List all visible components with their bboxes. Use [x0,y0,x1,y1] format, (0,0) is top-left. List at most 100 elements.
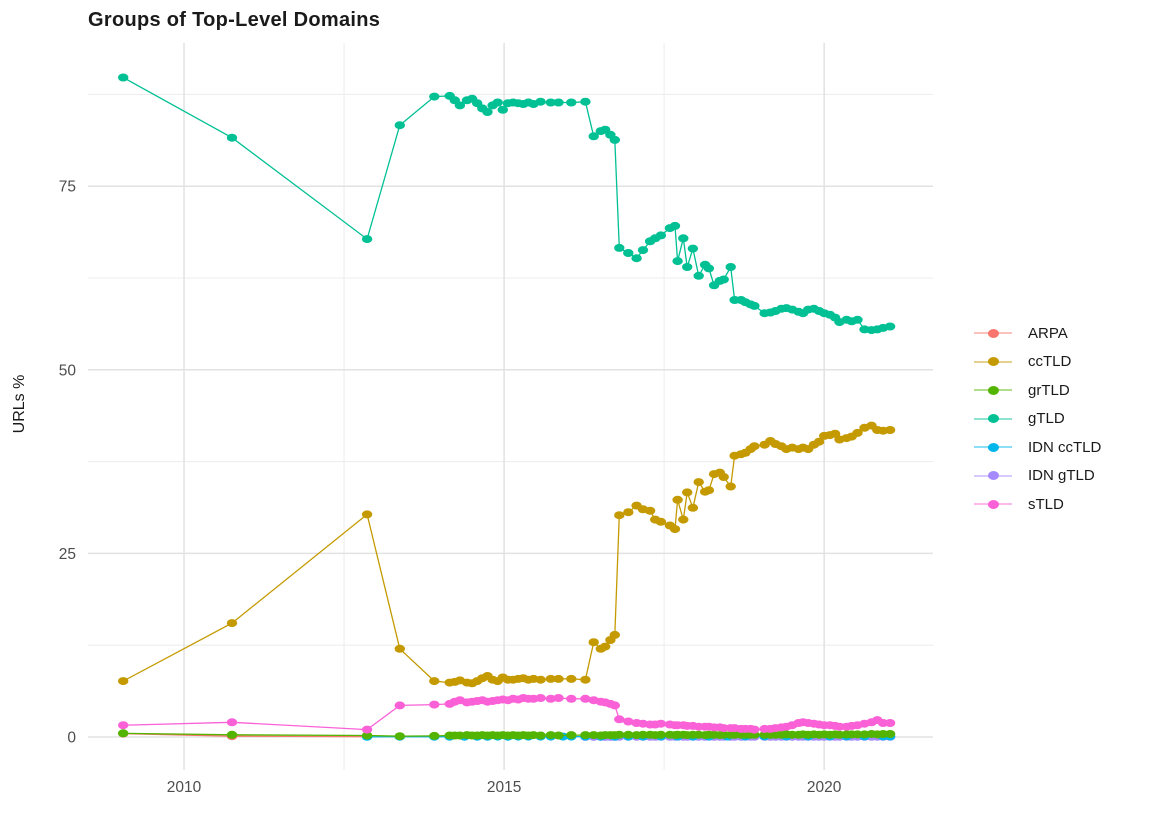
data-point-cctld [535,676,545,684]
data-point-grtld [429,732,439,740]
data-point-gtld [535,98,545,106]
legend-item-label: ARPA [1028,325,1068,342]
data-point-gtld [614,244,624,252]
legend-key-icon [974,410,1012,428]
data-point-cctld [694,478,704,486]
legend-key-icon [974,324,1012,342]
legend-item-label: grTLD [1028,382,1070,399]
data-point-cctld [614,511,624,519]
data-point-grtld [535,732,545,740]
data-point-stld [656,720,666,728]
data-point-cctld [227,619,237,627]
data-point-cctld [623,508,633,516]
data-point-gtld [852,316,862,324]
y-tick-label: 0 [67,729,76,746]
y-tick-label: 25 [59,546,76,563]
legend-item-grtld: grTLD [974,376,1101,405]
data-point-cctld [566,675,576,683]
data-point-gtld [704,264,714,272]
data-point-cctld [395,645,405,653]
y-tick-label: 50 [59,362,77,379]
data-point-cctld [670,525,680,533]
legend-dot-swatch [988,414,999,423]
data-point-stld [566,695,576,703]
data-point-cctld [704,486,714,494]
x-tick-label: 2010 [167,779,202,796]
data-point-gtld [610,136,620,144]
data-point-cctld [726,483,736,491]
data-point-stld [429,701,439,709]
data-point-stld [553,694,563,702]
data-point-gtld [362,235,372,243]
data-point-gtld [885,323,895,331]
legend-item-idn-cctld: IDN ccTLD [974,433,1101,462]
legend-item-label: IDN ccTLD [1028,439,1101,456]
data-point-grtld [395,732,405,740]
data-point-cctld [118,677,128,685]
legend-item-cctld: ccTLD [974,348,1101,377]
legend: ARPA ccTLD grTLD gTLD IDN ccTLD IDN gTLD sTLD [974,319,1101,519]
data-point-cctld [672,496,682,504]
gridlines-minor [88,43,933,770]
data-point-stld [227,718,237,726]
legend-item-label: sTLD [1028,496,1064,513]
data-point-cctld [656,518,666,526]
chart-title: Groups of Top-Level Domains [88,9,380,31]
data-point-gtld [726,263,736,271]
series-layer [118,74,895,741]
legend-dot-swatch [988,471,999,480]
data-point-gtld [670,222,680,230]
legend-dot-swatch [988,500,999,509]
legend-item-stld: sTLD [974,490,1101,519]
data-point-grtld [227,731,237,739]
legend-item-label: ccTLD [1028,353,1071,370]
data-point-gtld [227,134,237,142]
data-point-gtld [688,245,698,253]
data-point-cctld [678,516,688,524]
data-point-gtld [553,99,563,107]
legend-key-icon [974,467,1012,485]
data-point-gtld [623,249,633,257]
data-point-cctld [362,510,372,518]
data-point-grtld [656,731,666,739]
data-point-cctld [645,507,655,515]
data-point-gtld [749,302,759,310]
data-point-grtld [885,730,895,738]
data-point-grtld [118,729,128,737]
data-point-gtld [682,263,692,271]
data-point-stld [362,726,372,734]
gridlines-major [88,43,933,770]
legend-item-gtld: gTLD [974,405,1101,434]
data-point-cctld [589,638,599,646]
data-point-cctld [610,631,620,639]
data-point-gtld [118,74,128,82]
data-point-gtld [566,99,576,107]
data-point-cctld [749,442,759,450]
legend-key-icon [974,353,1012,371]
data-point-gtld [694,272,704,280]
data-point-stld [118,721,128,729]
data-point-cctld [688,504,698,512]
legend-item-label: IDN gTLD [1028,467,1095,484]
legend-dot-swatch [988,357,999,366]
data-point-cctld [429,677,439,685]
series-line-gtld [123,78,890,331]
data-point-cctld [580,676,590,684]
data-point-grtld [553,732,563,740]
legend-key-icon [974,495,1012,513]
data-point-gtld [429,93,439,101]
data-point-cctld [719,473,729,481]
legend-dot-swatch [988,386,999,395]
data-point-stld [885,719,895,727]
x-tick-label: 2015 [487,779,521,796]
data-point-gtld [719,276,729,284]
data-point-gtld [678,234,688,242]
data-point-gtld [656,231,666,239]
legend-dot-swatch [988,443,999,452]
data-point-cctld [885,426,895,434]
data-point-stld [749,726,759,734]
data-point-gtld [580,98,590,106]
legend-item-label: gTLD [1028,410,1065,427]
y-tick-label: 75 [59,179,76,196]
